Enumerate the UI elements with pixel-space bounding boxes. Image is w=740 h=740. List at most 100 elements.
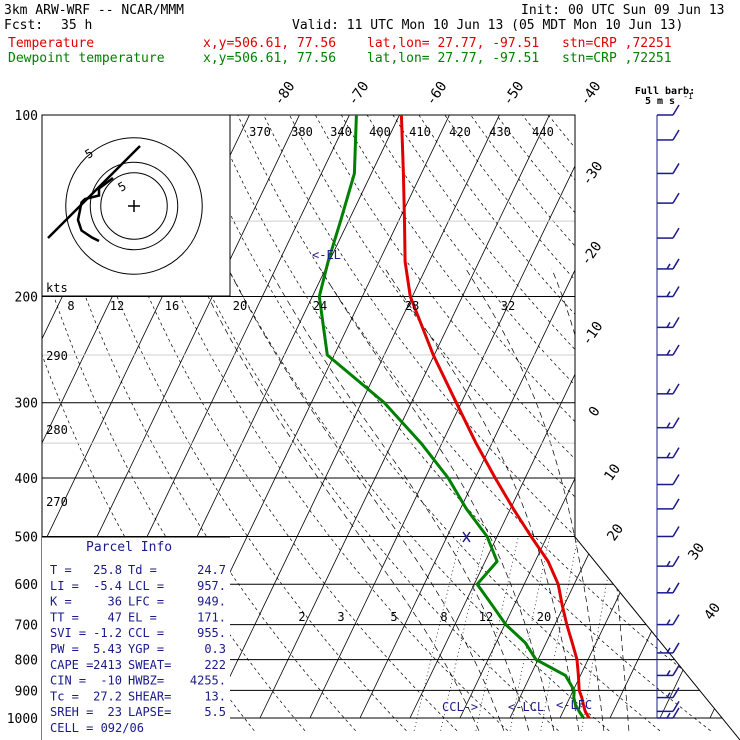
- pressure-tick-label: 100: [15, 109, 38, 124]
- moist-adiabat: [227, 268, 505, 731]
- moist-adiabat: [385, 268, 580, 731]
- dry-adiabat: [42, 115, 306, 732]
- model-title: 3km ARW-WRF -- NCAR/MMM: [4, 3, 185, 18]
- parcel-field-value: 47: [108, 610, 122, 624]
- parcel-field-label: LAPSE=: [128, 705, 171, 719]
- theta-label: 380: [291, 125, 313, 139]
- parcel-field-label: HWBZ=: [128, 674, 164, 688]
- theta-label: 440: [532, 125, 554, 139]
- wind-barb-flag: [672, 707, 680, 719]
- theta-label: 430: [489, 125, 511, 139]
- parcel-field-label: LI =: [50, 579, 79, 593]
- mixing-ratio-label: 5: [390, 610, 397, 624]
- wind-barb-half: [666, 291, 671, 297]
- dry-adiabat: [107, 115, 509, 732]
- hodograph-ring: [65, 137, 203, 275]
- wind-barb-half: [666, 422, 671, 429]
- lcl-annotation: <-LCL: [508, 700, 544, 714]
- parcel-field-value: 23: [108, 705, 122, 719]
- dry-adiabat: [56, 115, 407, 732]
- dry-adiabat: [237, 115, 740, 732]
- hodograph-speed-label: 32: [501, 299, 515, 313]
- wind-barb-half: [666, 619, 671, 625]
- parcel-field-value: 4255.: [190, 674, 226, 688]
- dry-adiabat: [444, 115, 740, 732]
- mixing-ratio-label: 3: [337, 610, 344, 624]
- temperature-line: [399, 115, 591, 719]
- parcel-field-value: 25.8: [93, 563, 122, 577]
- temperature-xy: x,y=506.61, 77.56: [203, 36, 337, 51]
- hodograph-speed-label: 24: [313, 299, 327, 313]
- dry-adiabat: [496, 115, 740, 732]
- parcel-marker: [462, 531, 471, 543]
- wind-barb-flag: [672, 582, 680, 594]
- theta-side-label: 270: [46, 495, 68, 509]
- theta-label: 400: [369, 125, 391, 139]
- dewpoint-legend: Dewpoint temperature: [8, 51, 165, 66]
- forecast-label: Fcst:: [4, 18, 44, 33]
- parcel-field-value: 13.: [204, 689, 226, 703]
- barb-legend-line1: Full barb:: [635, 86, 695, 97]
- wind-barb-half: [666, 321, 671, 328]
- parcel-cell: CELL = 092/06: [50, 721, 144, 735]
- wind-barb-flag: [672, 344, 680, 356]
- dry-adiabat: [159, 115, 610, 732]
- temperature-legend: Temperature: [8, 36, 95, 51]
- parcel-field-label: CIN =: [50, 674, 86, 688]
- dry-adiabat: [185, 115, 661, 732]
- dry-adiabat: [82, 115, 458, 732]
- dry-adiabat: [548, 115, 740, 732]
- wind-barb-half: [666, 388, 671, 395]
- pressure-tick-label: 1000: [7, 712, 38, 727]
- theta-label: 340: [330, 125, 352, 139]
- mixing-ratio-line: [475, 536, 519, 731]
- valid-time: Valid: 11 UTC Mon 10 Jun 13 (05 MDT Mon …: [292, 18, 684, 33]
- dry-adiabat: [470, 115, 740, 732]
- barb-legend-line2: 5 m s: [645, 96, 675, 107]
- dry-adiabat: [133, 115, 559, 732]
- hodograph-speed-label: 28: [405, 299, 419, 313]
- parcel-field-value: 27.2: [93, 689, 122, 703]
- isotherm-label: 20: [604, 521, 627, 544]
- dry-adiabat: [211, 115, 711, 732]
- parcel-field-label: TT =: [50, 610, 79, 624]
- wind-barb-flag: [672, 642, 680, 654]
- parcel-field-value: 5.43: [93, 642, 122, 656]
- wind-barb-flag: [672, 498, 680, 510]
- isotherm-label: 40: [701, 600, 724, 623]
- parcel-field-label: SHEAR=: [128, 689, 171, 703]
- hodograph-speed-label: 8: [67, 299, 74, 313]
- hodograph-storm-line: [47, 145, 141, 239]
- dry-adiabat: [366, 115, 740, 732]
- isotherm-label: -40: [577, 79, 605, 109]
- parcel-field-value: 36: [108, 595, 122, 609]
- theta-side-label: 280: [46, 423, 68, 437]
- moist-adiabat: [551, 268, 630, 731]
- isotherm-label: -50: [500, 79, 528, 109]
- wind-barb-half: [666, 670, 671, 676]
- wind-barb-flag: [672, 316, 680, 328]
- parcel-field-label: LFC =: [128, 595, 164, 609]
- hodograph-speed-label: 16: [165, 299, 179, 313]
- isotherm-label: -70: [345, 79, 373, 109]
- moist-adiabat: [320, 268, 555, 731]
- dry-adiabat: [392, 115, 740, 732]
- pressure-tick-label: 800: [15, 654, 38, 669]
- parcel-field-value: 955.: [197, 626, 226, 640]
- parcel-field-label: K =: [50, 595, 72, 609]
- hodograph-ring: [100, 172, 168, 240]
- parcel-field-value: 24.7: [197, 563, 226, 577]
- forecast-hour: 35 h: [61, 18, 93, 33]
- init-time: Init: 00 UTC Sun 09 Jun 13: [521, 3, 725, 18]
- wind-barb-flag: [672, 700, 680, 712]
- theta-side-label: 290: [46, 349, 68, 363]
- isotherm-label: -10: [579, 319, 607, 349]
- wind-barb-flag: [672, 286, 680, 297]
- isotherm-line: [709, 115, 740, 719]
- wind-barb-half: [666, 712, 671, 719]
- pressure-tick-label: 400: [15, 472, 38, 487]
- wind-barb-half: [666, 560, 671, 567]
- moist-adiabat: [194, 268, 480, 731]
- pressure-tick-label: 200: [15, 291, 38, 306]
